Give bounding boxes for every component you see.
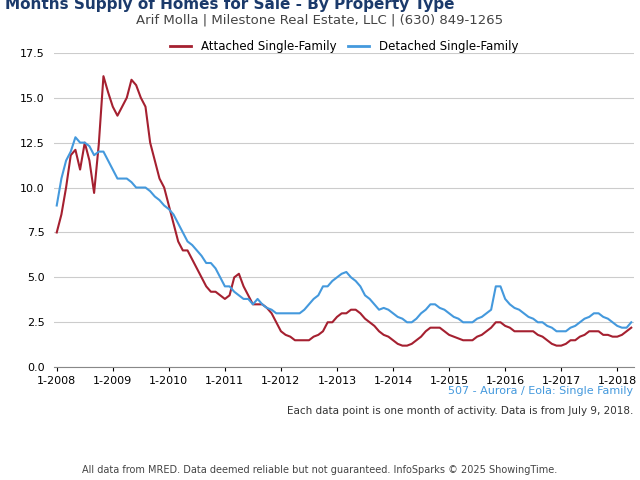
Text: 507 - Aurora / Eola: Single Family: 507 - Aurora / Eola: Single Family	[449, 386, 634, 396]
Text: Each data point is one month of activity. Data is from July 9, 2018.: Each data point is one month of activity…	[287, 406, 634, 416]
Text: Months Supply of Homes for Sale - By Property Type: Months Supply of Homes for Sale - By Pro…	[5, 0, 454, 12]
Text: All data from MRED. Data deemed reliable but not guaranteed. InfoSparks © 2025 S: All data from MRED. Data deemed reliable…	[83, 465, 557, 475]
Legend: Attached Single-Family, Detached Single-Family: Attached Single-Family, Detached Single-…	[165, 35, 523, 58]
Text: Arif Molla | Milestone Real Estate, LLC | (630) 849-1265: Arif Molla | Milestone Real Estate, LLC …	[136, 14, 504, 27]
